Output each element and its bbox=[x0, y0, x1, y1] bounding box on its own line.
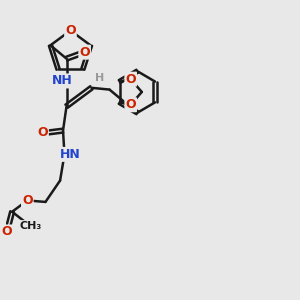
Text: NH: NH bbox=[52, 74, 73, 88]
Text: O: O bbox=[37, 127, 48, 140]
Text: O: O bbox=[2, 226, 12, 238]
Text: CH₃: CH₃ bbox=[19, 221, 41, 231]
Text: O: O bbox=[65, 24, 76, 37]
Text: HN: HN bbox=[60, 148, 81, 161]
Text: O: O bbox=[22, 194, 33, 207]
Text: H: H bbox=[95, 73, 104, 83]
Text: O: O bbox=[125, 98, 136, 111]
Text: O: O bbox=[125, 73, 136, 86]
Text: O: O bbox=[79, 46, 90, 59]
